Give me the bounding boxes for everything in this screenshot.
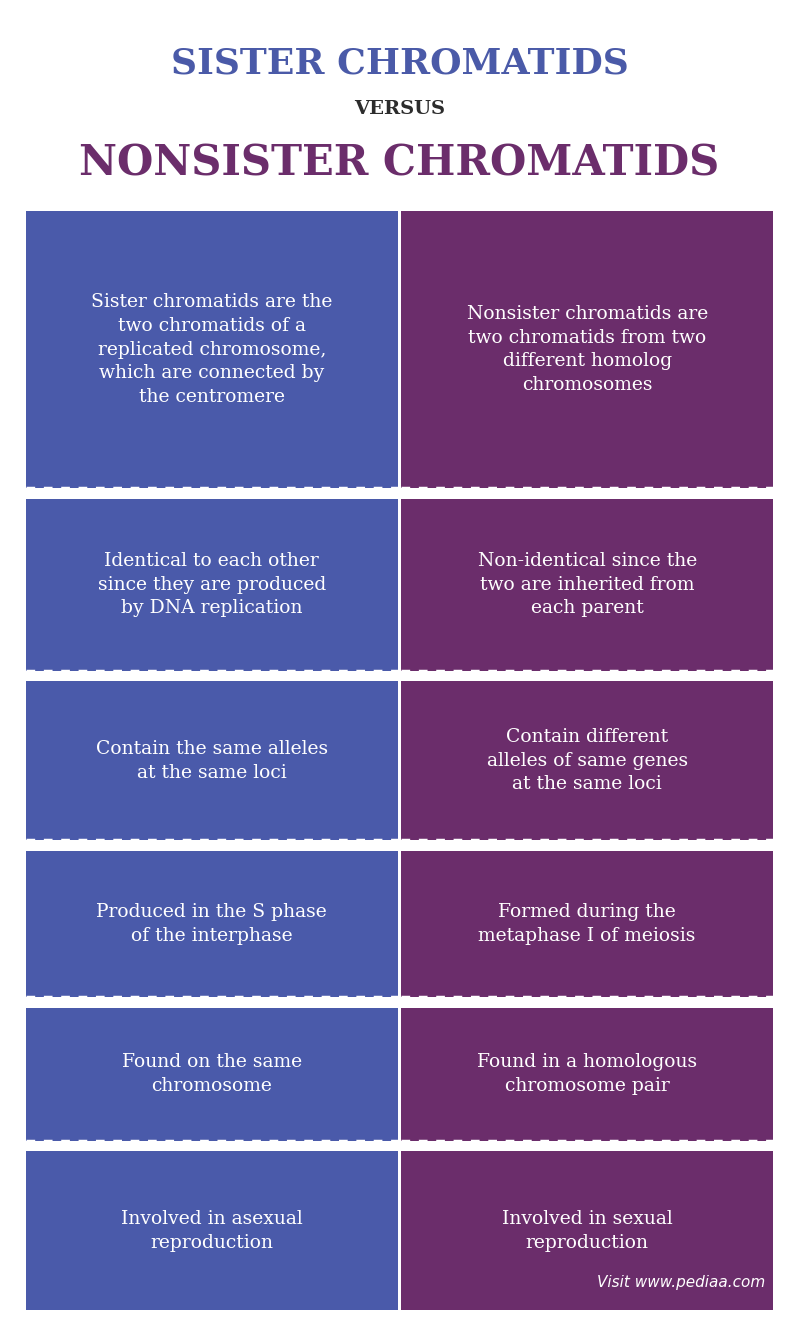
Text: SISTER CHROMATIDS: SISTER CHROMATIDS [171,47,628,81]
Text: Contain different
alleles of same genes
at the same loci: Contain different alleles of same genes … [487,728,688,793]
Text: Found in a homologous
chromosome pair: Found in a homologous chromosome pair [477,1054,698,1095]
FancyBboxPatch shape [26,682,398,840]
Text: Contain the same alleles
at the same loci: Contain the same alleles at the same loc… [96,740,328,781]
Text: Formed during the
metaphase I of meiosis: Formed during the metaphase I of meiosis [479,904,696,945]
FancyBboxPatch shape [26,1007,398,1140]
FancyBboxPatch shape [401,1151,773,1310]
FancyBboxPatch shape [401,211,773,488]
FancyBboxPatch shape [26,211,398,488]
FancyBboxPatch shape [401,682,773,840]
FancyBboxPatch shape [401,1007,773,1140]
Text: Non-identical since the
two are inherited from
each parent: Non-identical since the two are inherite… [478,552,697,617]
Text: Sister chromatids are the
two chromatids of a
replicated chromosome,
which are c: Sister chromatids are the two chromatids… [91,294,332,405]
Text: VERSUS: VERSUS [354,100,445,118]
FancyBboxPatch shape [26,498,398,671]
Text: Produced in the S phase
of the interphase: Produced in the S phase of the interphas… [97,904,327,945]
Text: Involved in asexual
reproduction: Involved in asexual reproduction [121,1209,303,1252]
Text: Found on the same
chromosome: Found on the same chromosome [121,1054,302,1095]
FancyBboxPatch shape [401,851,773,997]
Text: Involved in sexual
reproduction: Involved in sexual reproduction [502,1209,673,1252]
Text: Identical to each other
since they are produced
by DNA replication: Identical to each other since they are p… [97,552,326,617]
Text: NONSISTER CHROMATIDS: NONSISTER CHROMATIDS [79,142,720,185]
Text: Nonsister chromatids are
two chromatids from two
different homolog
chromosomes: Nonsister chromatids are two chromatids … [467,306,708,393]
Text: Visit www.pediaa.com: Visit www.pediaa.com [597,1275,765,1290]
FancyBboxPatch shape [26,1151,398,1310]
FancyBboxPatch shape [401,498,773,671]
FancyBboxPatch shape [26,851,398,997]
